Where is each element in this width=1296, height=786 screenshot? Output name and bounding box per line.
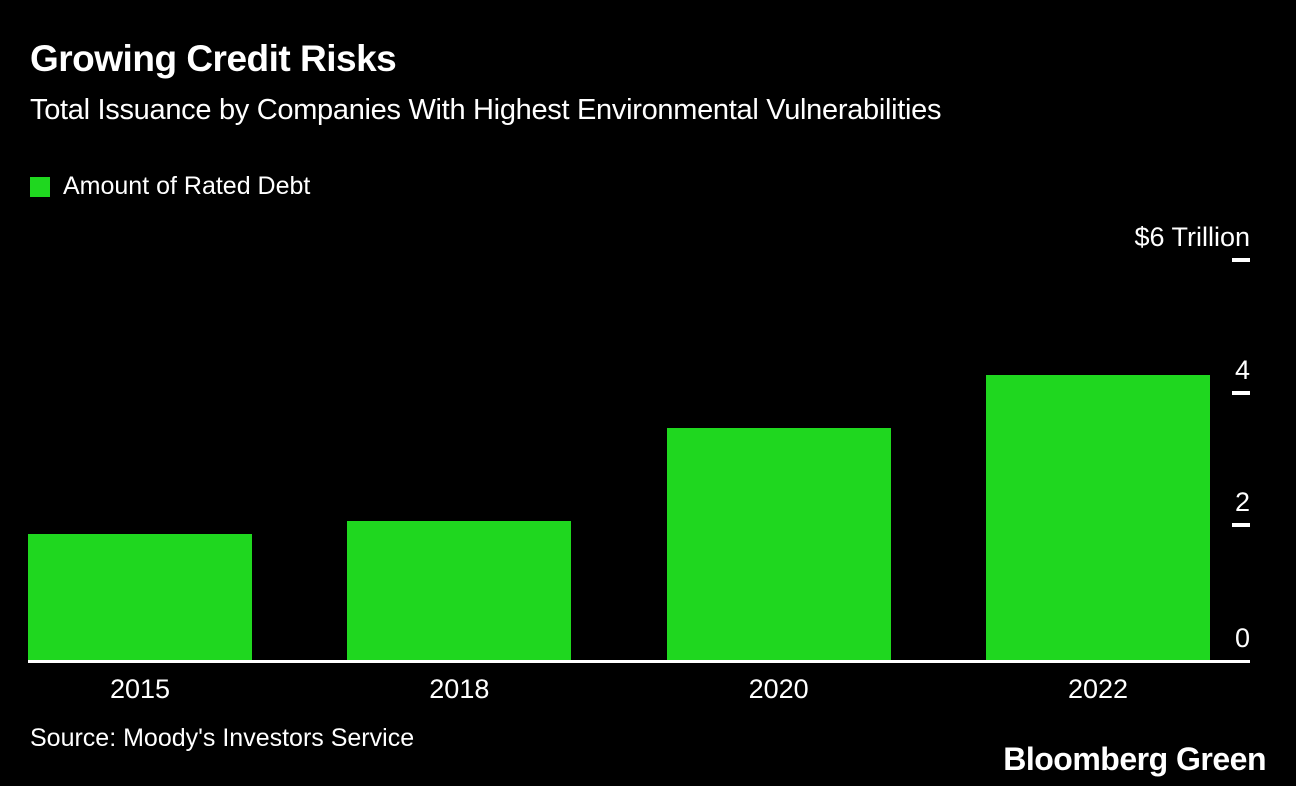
tick-dash bbox=[1232, 258, 1250, 262]
y-tick: 2 bbox=[1232, 487, 1250, 528]
legend: Amount of Rated Debt bbox=[30, 172, 310, 201]
y-tick-label: 0 bbox=[1234, 623, 1250, 653]
source-note: Source: Moody's Investors Service bbox=[30, 724, 415, 752]
bar-2020 bbox=[666, 427, 891, 660]
bar-2022 bbox=[985, 374, 1210, 660]
x-axis-label: 2015 bbox=[109, 674, 171, 704]
legend-swatch bbox=[30, 176, 50, 197]
y-tick-label: 2 bbox=[1234, 487, 1250, 518]
bloomberg-green-logo: Bloomberg Green bbox=[1003, 741, 1266, 777]
y-tick: 4 bbox=[1232, 354, 1250, 395]
bars-area bbox=[28, 262, 1210, 660]
tick-dash bbox=[1232, 390, 1250, 395]
y-tick: 0 bbox=[1235, 625, 1250, 652]
x-axis-label: 2018 bbox=[429, 674, 490, 704]
chart-title: Growing Credit Risks bbox=[30, 38, 397, 79]
x-axis-label: 2020 bbox=[748, 674, 809, 704]
chart-subtitle: Total Issuance by Companies With Highest… bbox=[30, 94, 942, 126]
tick-dash bbox=[1232, 523, 1250, 528]
y-tick: $6 Trillion bbox=[1134, 224, 1250, 262]
x-axis: 2015 2018 2020 2022 bbox=[28, 674, 1210, 705]
bar-chart: $6 Trillion 4 2 0 bbox=[28, 224, 1250, 663]
y-axis: $6 Trillion 4 2 0 bbox=[28, 224, 1250, 660]
y-tick-label: 4 bbox=[1234, 354, 1250, 385]
legend-label: Amount of Rated Debt bbox=[63, 172, 311, 200]
bar-2015 bbox=[28, 533, 252, 660]
x-axis-label: 2022 bbox=[1067, 674, 1129, 704]
y-tick-label: $6 Trillion bbox=[1134, 222, 1250, 252]
bar-2018 bbox=[347, 520, 572, 660]
